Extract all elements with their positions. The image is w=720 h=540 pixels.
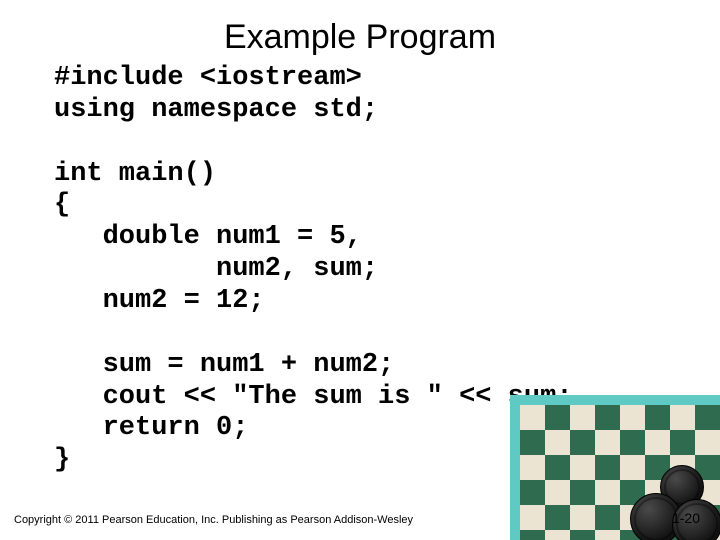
slide-title: Example Program [0, 0, 720, 63]
page-number: 1-20 [672, 510, 700, 526]
copyright-footer: Copyright © 2011 Pearson Education, Inc.… [14, 514, 413, 526]
slide: Example Program #include <iostream> usin… [0, 0, 720, 540]
